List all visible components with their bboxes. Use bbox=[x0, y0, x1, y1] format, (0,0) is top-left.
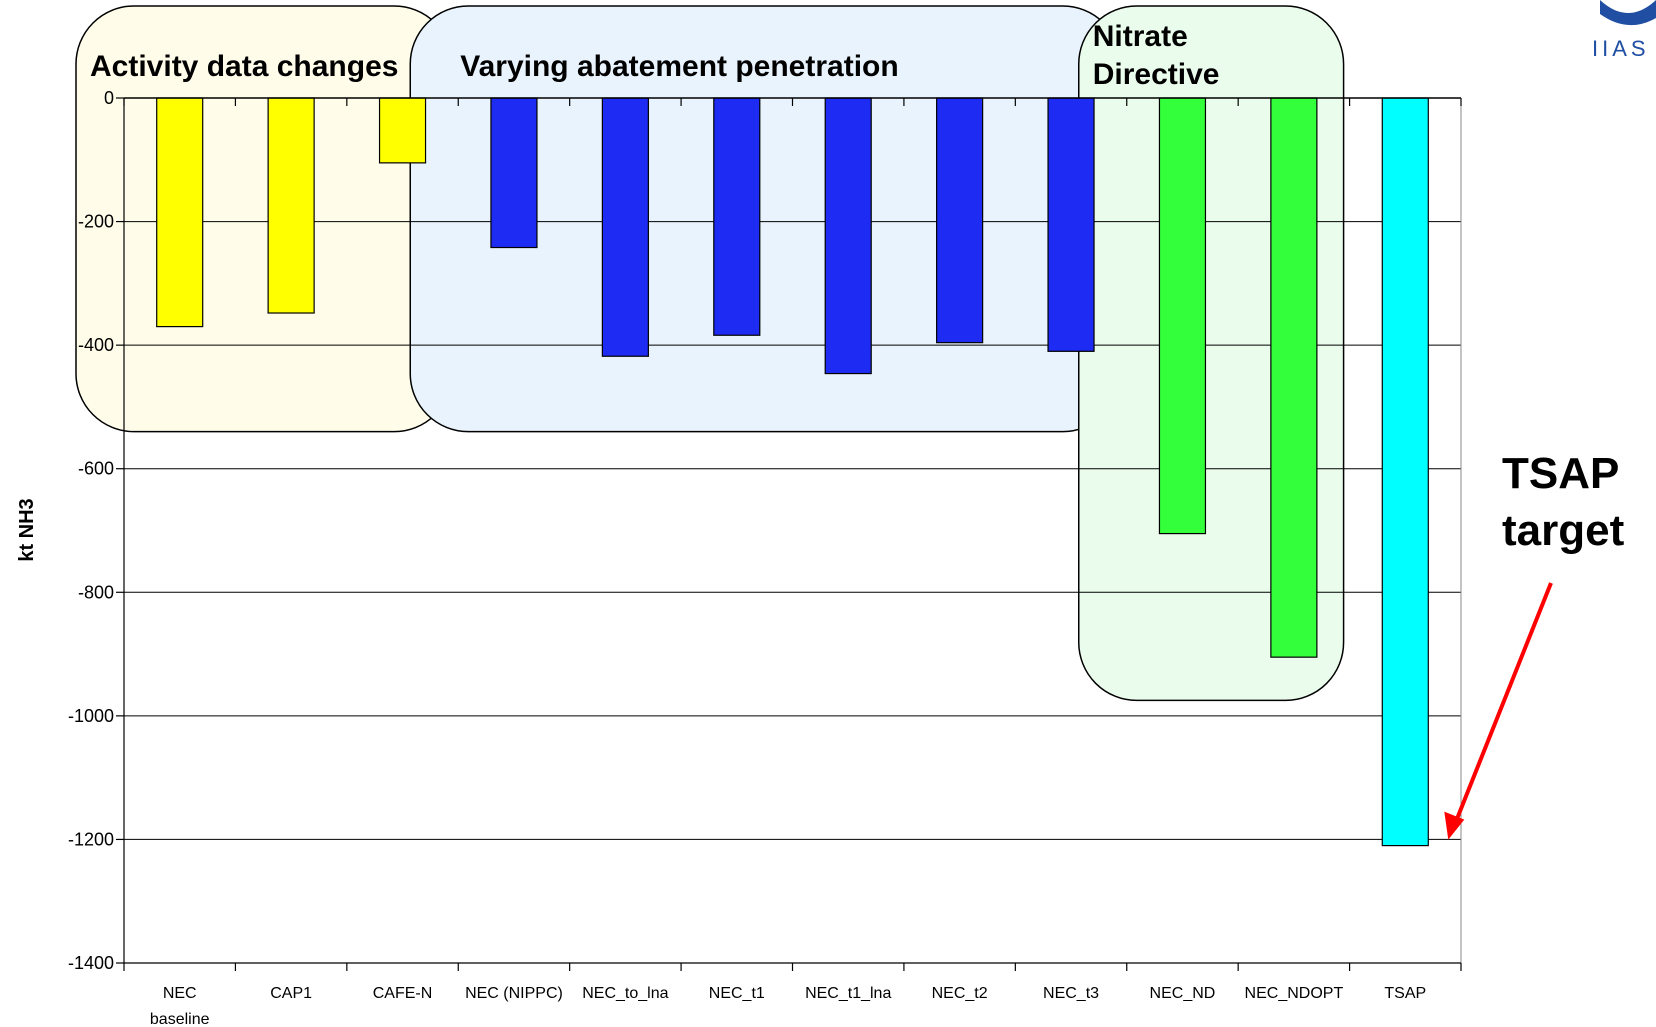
bar-1 bbox=[267, 97, 315, 314]
y-tick-label: -1400 bbox=[68, 953, 114, 973]
x-tick-label: NEC_t1 bbox=[709, 985, 765, 1002]
y-tick-label: 0 bbox=[104, 88, 114, 108]
logo-text: IIAS bbox=[1592, 36, 1650, 61]
y-tick-label: -200 bbox=[78, 212, 114, 232]
y-tick-label: -1000 bbox=[68, 706, 114, 726]
bar-11 bbox=[1381, 97, 1429, 847]
x-tick-label: CAFE-N bbox=[373, 985, 433, 1002]
x-tick-label: NEC_t1_lna bbox=[805, 985, 891, 1002]
gridlines bbox=[124, 221, 1461, 840]
x-tick-label: NEC bbox=[163, 985, 197, 1002]
group-boxes bbox=[75, 5, 1345, 702]
y-tick-label: -400 bbox=[78, 335, 114, 355]
y-tick-label: -1200 bbox=[68, 829, 114, 849]
y-tick-label: -800 bbox=[78, 582, 114, 602]
x-tick-label: NEC_t2 bbox=[932, 985, 988, 1002]
bar-5 bbox=[713, 97, 761, 336]
x-tick-label: NEC (NIPPC) bbox=[465, 985, 563, 1002]
y-tick-label: -600 bbox=[78, 459, 114, 479]
group-label-1: Varying abatement penetration bbox=[460, 50, 898, 83]
bar-9 bbox=[1158, 97, 1207, 535]
bar-8 bbox=[1047, 97, 1095, 352]
y-axis-title: kt NH3 bbox=[16, 498, 38, 561]
annotation-text: TSAP bbox=[1502, 449, 1619, 498]
x-tick-label: NEC_ND bbox=[1150, 985, 1216, 1002]
labels: Activity data changes Varying abatement p… bbox=[16, 20, 1426, 1027]
group-label-2: Nitrate bbox=[1093, 20, 1188, 53]
group-label-0: Activity data changes bbox=[90, 50, 398, 83]
annotation-text: target bbox=[1502, 506, 1625, 555]
logo-mark bbox=[1600, 0, 1656, 26]
bar-7 bbox=[936, 97, 984, 344]
bar-0 bbox=[156, 97, 204, 328]
group-label-2: Directive bbox=[1093, 58, 1220, 91]
bar-10 bbox=[1270, 97, 1318, 658]
annotation-arrow bbox=[1452, 582, 1553, 827]
x-tick-label: TSAP bbox=[1384, 985, 1426, 1002]
bar-4 bbox=[601, 97, 649, 357]
annotation-arrowhead bbox=[1444, 811, 1465, 840]
x-tick-label: NEC_t3 bbox=[1043, 985, 1099, 1002]
bars bbox=[156, 97, 1429, 847]
x-tick-label: NEC_NDOPT bbox=[1245, 985, 1344, 1002]
iiasa-logo: IIAS bbox=[1592, 0, 1656, 61]
bar-2 bbox=[378, 97, 427, 164]
x-tick-label: baseline bbox=[150, 1011, 210, 1027]
annotation: TSAP target bbox=[1444, 449, 1625, 840]
x-tick-label: NEC_to_lna bbox=[582, 985, 668, 1002]
x-tick-label: CAP1 bbox=[270, 985, 312, 1002]
bar-3 bbox=[490, 97, 538, 249]
bar-6 bbox=[824, 97, 872, 375]
